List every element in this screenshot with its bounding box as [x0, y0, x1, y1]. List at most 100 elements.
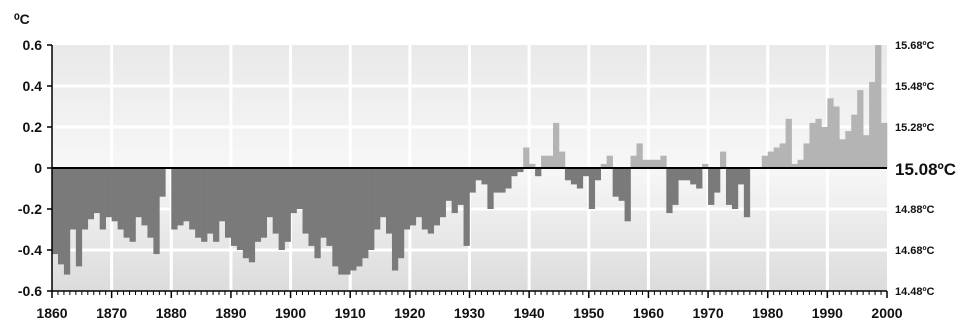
y-tick-label: 0.6 — [23, 37, 43, 53]
bar-1966 — [684, 168, 691, 181]
bar-1923 — [427, 168, 435, 234]
x-tick-label: 2000 — [871, 305, 902, 321]
x-tick-label: 1880 — [156, 305, 187, 321]
bar-1956 — [624, 168, 631, 222]
bar-1909 — [344, 168, 351, 275]
bar-1973 — [725, 168, 733, 205]
x-tick-label: 1870 — [96, 305, 127, 321]
y-tick-label: -0.6 — [18, 283, 42, 299]
bar-1986 — [803, 143, 810, 168]
bar-1919 — [403, 168, 411, 230]
y-unit-label: ⁰C — [14, 11, 30, 27]
bar-1898 — [278, 168, 285, 250]
right-tick-label: 15.68ºC — [895, 40, 935, 52]
x-minor-ticks — [47, 44, 888, 298]
bar-1921 — [415, 168, 423, 218]
bar-1936 — [505, 168, 512, 189]
bar-1878 — [159, 168, 166, 197]
bar-1928 — [457, 168, 464, 205]
bar-1987 — [809, 122, 816, 168]
bar-1861 — [57, 168, 65, 265]
bar-1947 — [570, 168, 578, 185]
right-tick-label: 14.48ºC — [895, 286, 935, 298]
bar-1972 — [720, 151, 727, 168]
bar-1932 — [481, 168, 488, 185]
bar-1990 — [827, 98, 834, 168]
bar-1877 — [153, 168, 160, 255]
baseline-temperature-label: 15.08ºC — [895, 160, 956, 179]
bar-1930 — [469, 168, 476, 193]
bar-1874 — [135, 168, 142, 218]
bar-1918 — [397, 168, 405, 259]
bar-1982 — [779, 143, 786, 168]
bar-1943 — [547, 155, 554, 168]
bar-1991 — [833, 106, 840, 168]
bar-1993 — [845, 131, 852, 168]
bar-1895 — [260, 168, 268, 238]
bar-1952 — [600, 163, 607, 168]
bar-1902 — [302, 168, 309, 234]
bar-1984 — [791, 163, 798, 168]
bar-1940 — [529, 163, 536, 168]
bar-1872 — [123, 168, 130, 238]
y-tick-label: 0.4 — [23, 78, 43, 94]
y-tick-label: 0 — [34, 160, 42, 176]
bar-1998 — [875, 45, 882, 168]
bar-1866 — [87, 168, 95, 220]
bar-1893 — [248, 168, 256, 263]
bar-1945 — [558, 151, 566, 168]
bar-1867 — [93, 168, 101, 214]
bar-1869 — [105, 168, 112, 218]
x-tick-label: 1920 — [394, 305, 425, 321]
bar-1997 — [869, 81, 876, 168]
bar-1988 — [815, 118, 822, 168]
bar-1929 — [463, 168, 470, 246]
x-tick-label: 1980 — [752, 305, 783, 321]
bar-1983 — [785, 118, 792, 168]
bar-1875 — [141, 168, 148, 226]
bar-1957 — [630, 155, 637, 168]
bar-1999 — [881, 122, 888, 168]
right-tick-label: 15.28ºC — [895, 122, 935, 134]
bar-1946 — [564, 168, 572, 181]
bar-1917 — [391, 168, 399, 271]
bar-1916 — [386, 168, 393, 234]
bar-1920 — [409, 168, 417, 226]
bar-1907 — [332, 168, 339, 267]
bar-1925 — [439, 168, 446, 218]
bar-1948 — [576, 168, 584, 189]
bar-1939 — [523, 147, 530, 168]
bar-1994 — [851, 114, 858, 168]
bar-1906 — [326, 168, 333, 246]
left-y-tick-labels: 0.6 0.4 0.2 0 -0.2 -0.4 -0.6 — [18, 37, 42, 299]
bar-1894 — [254, 168, 262, 242]
bar-1915 — [380, 168, 387, 218]
bar-1979 — [761, 155, 769, 168]
bar-1980 — [767, 151, 774, 168]
y-tick-label: -0.4 — [18, 242, 42, 258]
bar-1935 — [499, 168, 506, 193]
bar-1996 — [863, 135, 870, 168]
x-tick-label: 1970 — [692, 305, 723, 321]
bar-1970 — [708, 168, 715, 205]
bar-1892 — [242, 168, 250, 259]
bar-1873 — [129, 168, 136, 242]
bar-1968 — [696, 168, 703, 189]
bar-1870 — [111, 168, 118, 222]
bar-1942 — [541, 155, 548, 168]
bar-1862 — [63, 168, 71, 275]
bar-1889 — [224, 168, 232, 238]
bar-1965 — [678, 168, 685, 181]
bar-1903 — [308, 168, 315, 246]
bar-1887 — [213, 168, 220, 242]
bar-1981 — [773, 147, 780, 168]
x-tick-labels: 1860 1870 1880 1890 1900 1910 1920 1930 1940 1950… — [36, 305, 902, 321]
bar-1884 — [195, 168, 202, 238]
x-tick-label: 1890 — [215, 305, 246, 321]
bar-1933 — [487, 168, 494, 209]
bar-1963 — [666, 168, 673, 214]
bar-1950 — [588, 168, 596, 209]
bar-1911 — [356, 168, 363, 267]
bar-1992 — [839, 139, 846, 168]
